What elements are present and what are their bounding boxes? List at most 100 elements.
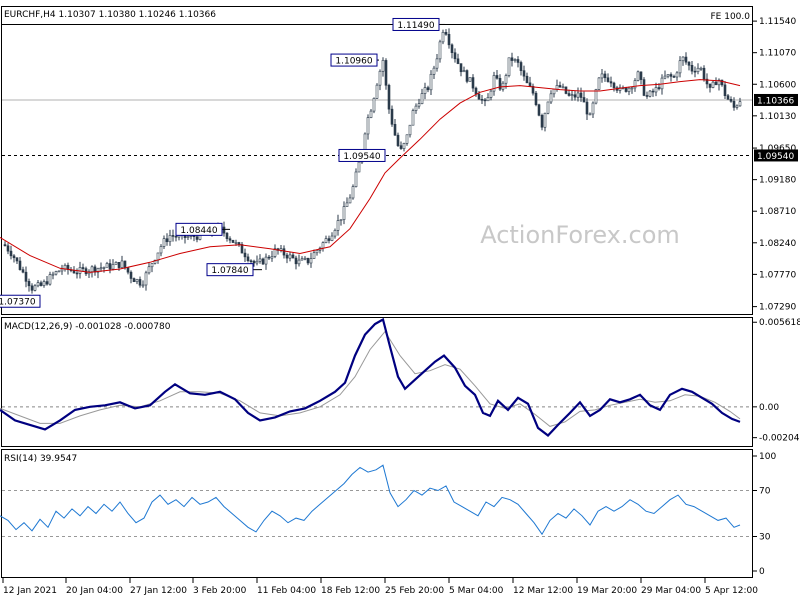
candle-body: [465, 70, 469, 82]
candle-body: [414, 105, 418, 111]
moving-average-line: [0, 79, 741, 273]
candle-body: [561, 86, 565, 89]
annotation-label: 1.08440: [180, 226, 217, 236]
price-tick-label: 1.11070: [759, 49, 796, 59]
candle-body: [405, 134, 409, 144]
candle-body: [120, 260, 124, 268]
candle-body: [510, 57, 514, 61]
candle-body: [579, 92, 583, 98]
candle-body: [132, 278, 136, 283]
candle-body: [498, 77, 502, 90]
candle-body: [720, 79, 724, 86]
candle-body: [261, 258, 265, 265]
candle-body: [684, 56, 688, 63]
candle-body: [519, 62, 523, 71]
candle-body: [252, 260, 256, 264]
price-tick-label: 1.09650: [759, 144, 796, 154]
candle-body: [240, 244, 244, 254]
candle-body: [27, 281, 31, 287]
annotation-label: 1.09540: [343, 152, 380, 162]
candle-body: [672, 76, 676, 78]
candle-body: [606, 77, 610, 82]
candle-body: [735, 105, 739, 108]
candle-body: [54, 271, 58, 275]
candle-body: [570, 94, 574, 96]
time-tick-label: 5 Mar 04:00: [449, 586, 504, 596]
candle-body: [195, 236, 199, 240]
candle-body: [51, 273, 55, 276]
candle-body: [558, 85, 562, 88]
candle-body: [531, 86, 535, 94]
candle-body: [336, 220, 340, 231]
candle-body: [588, 113, 592, 116]
candle-body: [339, 219, 343, 221]
candle-body: [162, 238, 166, 247]
candle-body: [156, 252, 160, 261]
candle-body: [168, 235, 172, 243]
candle-body: [543, 112, 547, 128]
candle-body: [330, 235, 334, 241]
candle-body: [57, 270, 61, 273]
candle-body: [324, 238, 328, 243]
candle-body: [249, 260, 253, 262]
candle-body: [237, 242, 241, 245]
candle-body: [483, 99, 487, 102]
candle-body: [42, 281, 46, 286]
candle-body: [648, 90, 652, 97]
macd-main-line: [0, 317, 741, 437]
macd-header: MACD(12,26,9) -0.001028 -0.000780: [4, 322, 171, 332]
annotation-box: [175, 222, 223, 236]
candle-body: [141, 284, 145, 287]
candle-body: [666, 74, 670, 77]
annotation-label: 1.07840: [211, 266, 248, 276]
rsi-header: RSI(14) 39.9547: [4, 454, 77, 464]
candle-body: [270, 256, 274, 259]
candle-body: [702, 67, 706, 80]
candle-body: [507, 57, 511, 76]
annotation-box: [206, 263, 254, 277]
candle-body: [21, 269, 25, 273]
candle-body: [72, 270, 76, 274]
rsi-panel: [1, 449, 753, 578]
candle-body: [459, 63, 463, 73]
candle-body: [321, 242, 325, 249]
candle-body: [657, 87, 661, 90]
candle-body: [597, 77, 601, 90]
rsi-tick-label: 0: [759, 567, 765, 577]
candle-body: [417, 103, 421, 107]
candle-body: [585, 101, 589, 115]
candle-body: [717, 79, 721, 86]
rsi-levels: [2, 490, 752, 537]
candle-body: [75, 272, 79, 275]
candle-body: [639, 71, 643, 80]
candle-body: [387, 84, 391, 110]
candle-body: [447, 34, 451, 46]
candle-body: [150, 263, 154, 268]
price-tick-label: 1.08240: [759, 239, 796, 249]
candle-body: [633, 80, 637, 89]
candle-body: [504, 75, 508, 84]
candle-body: [567, 93, 571, 96]
candle-body: [582, 97, 586, 103]
candle-body: [399, 145, 403, 149]
time-tick-label: 20 Jan 04:00: [66, 586, 123, 596]
macd-axis: 0.005618 0.00 -0.002046: [753, 318, 800, 444]
candle-body: [525, 75, 529, 84]
candle-body: [705, 78, 709, 85]
price-tick-label: 1.10130: [759, 112, 796, 122]
candle-body: [354, 171, 358, 187]
candle-body: [273, 248, 277, 257]
candle-body: [477, 93, 481, 100]
candle-body: [426, 87, 430, 91]
candle-body: [285, 254, 289, 259]
candle-body: [90, 266, 94, 272]
candle-body: [369, 110, 373, 118]
candle-body: [381, 60, 385, 72]
candle-body: [6, 245, 10, 252]
candle-body: [246, 256, 250, 261]
candle-body: [234, 242, 238, 244]
price-tick-label: 1.11540: [759, 17, 796, 27]
candle-body: [591, 102, 595, 115]
annotation-label: 1.07370: [0, 298, 36, 308]
